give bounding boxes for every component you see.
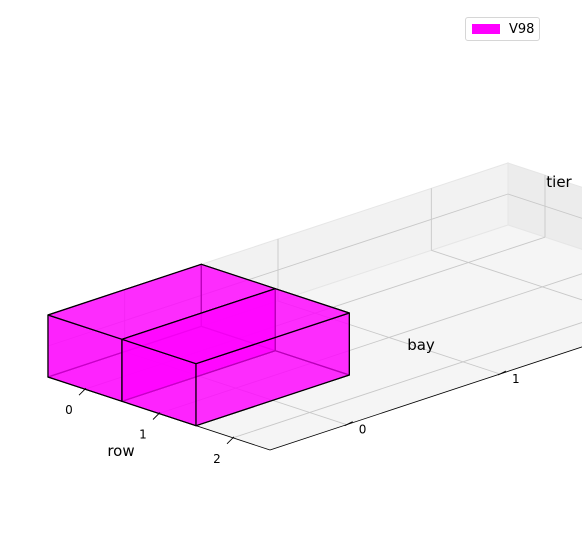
tick-mark xyxy=(152,412,161,420)
x-tick-label: 0 xyxy=(65,403,73,417)
x-tick-label: 2 xyxy=(213,452,221,466)
axis-ticks: 0120120 xyxy=(47,346,582,466)
y-tick-label: 1 xyxy=(512,372,520,386)
data-box xyxy=(121,288,350,427)
y-axis-label: bay xyxy=(407,336,435,354)
legend-swatch xyxy=(472,24,500,34)
x-tick-label: 1 xyxy=(139,428,147,442)
legend-label: V98 xyxy=(509,21,535,37)
x-axis-label: row xyxy=(107,442,134,460)
legend: V98 xyxy=(465,17,540,41)
data-boxes xyxy=(47,263,350,427)
y-tick-label: 0 xyxy=(359,423,367,437)
tick-mark xyxy=(344,421,353,427)
grid-line xyxy=(431,249,582,301)
grid-line xyxy=(507,193,582,219)
tick-mark xyxy=(78,387,87,396)
tick-mark xyxy=(497,370,507,376)
z-axis-label: tier xyxy=(546,173,572,191)
tick-mark xyxy=(226,436,235,445)
